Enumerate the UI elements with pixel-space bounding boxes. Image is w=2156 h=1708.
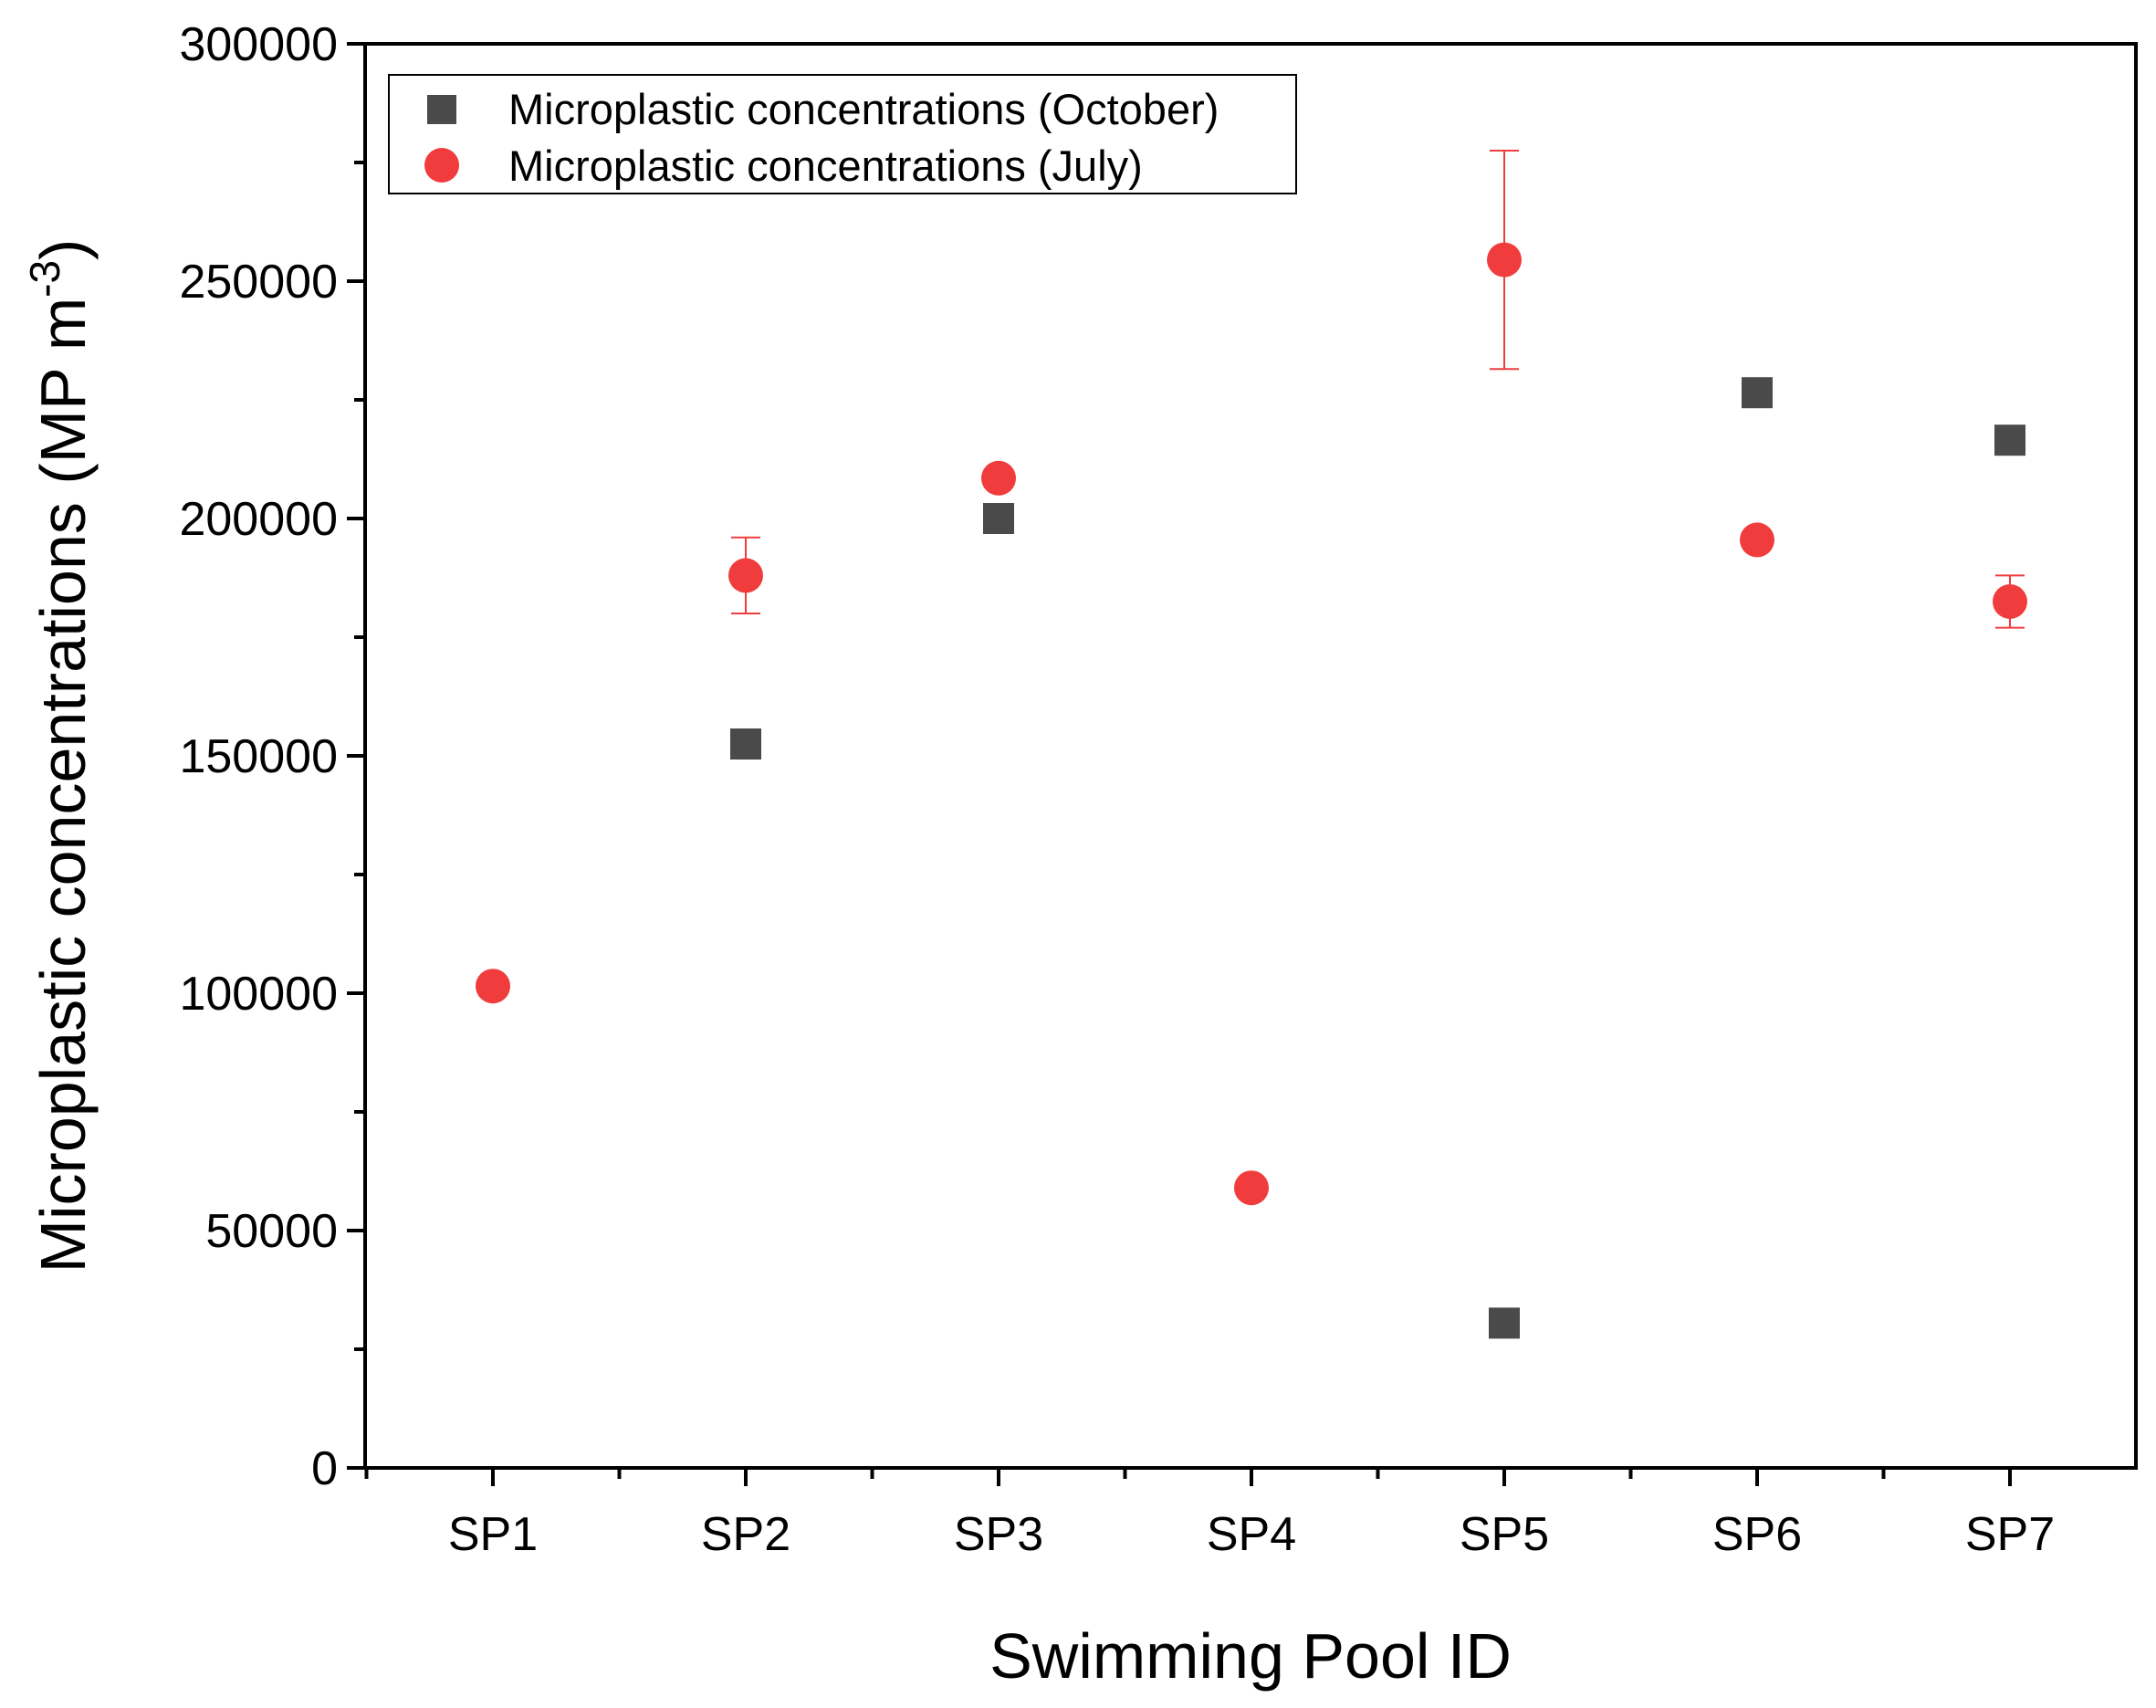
data-point-july xyxy=(1993,584,2027,619)
y-tick-label: 100000 xyxy=(179,968,338,1021)
x-tick-label: SP1 xyxy=(448,1508,538,1561)
data-point-october xyxy=(1994,424,2025,456)
y-axis-title-superscript: -3 xyxy=(21,260,68,298)
y-tick-label: 300000 xyxy=(179,18,338,71)
legend-label-july: Microplastic concentrations (July) xyxy=(508,141,1143,190)
x-tick-label: SP7 xyxy=(1965,1508,2055,1561)
data-point-october xyxy=(1742,377,1773,409)
x-tick-label: SP5 xyxy=(1460,1508,1549,1561)
legend: Microplastic concentrations (October) Mi… xyxy=(388,74,1297,194)
y-axis: 0 50000 100000 150000 200000 250000 300000 xyxy=(179,18,365,1495)
legend-label-october: Microplastic concentrations (October) xyxy=(508,85,1219,133)
y-axis-title: Microplastic concentrations (MP m-3) xyxy=(21,239,99,1273)
x-axis: SP1 SP2 SP3 SP4 SP5 SP6 SP7 xyxy=(364,1468,2055,1561)
error-bars xyxy=(731,150,2025,629)
plot-frame xyxy=(363,42,2138,1470)
legend-marker-october xyxy=(427,95,456,124)
y-axis-title-main: Microplastic concentrations (MP m xyxy=(27,298,99,1273)
data-point-october xyxy=(983,503,1014,534)
data-point-july xyxy=(728,558,763,593)
x-axis-title: Swimming Pool ID xyxy=(989,1620,1512,1692)
y-tick-label: 0 xyxy=(311,1442,338,1495)
x-tick-label: SP3 xyxy=(954,1508,1043,1561)
y-tick-label: 150000 xyxy=(179,730,338,783)
data-point-october xyxy=(730,728,761,760)
legend-marker-july xyxy=(424,148,459,183)
data-point-july xyxy=(1740,522,1774,558)
data-point-july xyxy=(1234,1170,1269,1206)
x-tick-label: SP4 xyxy=(1207,1508,1296,1561)
data-point-october xyxy=(1489,1307,1520,1339)
x-tick-label: SP2 xyxy=(701,1508,790,1561)
y-tick-label: 50000 xyxy=(205,1205,338,1258)
data-point-july xyxy=(1487,242,1522,278)
data-point-july xyxy=(476,969,510,1004)
data-markers xyxy=(476,242,2027,1339)
data-point-july xyxy=(981,460,1016,496)
y-tick-label: 200000 xyxy=(179,493,338,546)
legend-box xyxy=(388,74,1297,194)
y-axis-title-close: ) xyxy=(27,239,99,260)
x-tick-label: SP6 xyxy=(1712,1508,1802,1561)
y-tick-label: 250000 xyxy=(179,256,338,309)
